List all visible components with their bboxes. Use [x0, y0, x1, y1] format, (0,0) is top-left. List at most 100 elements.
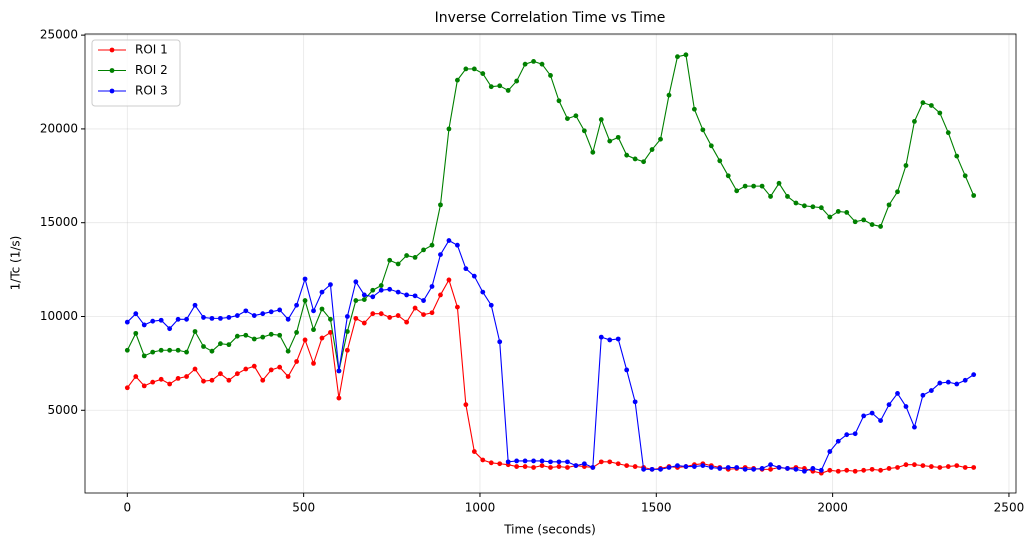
data-point: [962, 377, 968, 383]
y-axis-label: 1/Tc (1/s): [9, 236, 23, 291]
data-point: [378, 287, 384, 293]
data-point: [370, 287, 376, 293]
x-tick-label: 500: [292, 501, 315, 515]
data-point: [835, 468, 841, 474]
data-point: [522, 464, 528, 469]
data-point: [700, 463, 706, 469]
series-line: [126, 278, 974, 474]
data-point: [852, 431, 858, 437]
data-point: [336, 368, 342, 374]
data-point: [912, 424, 917, 430]
data-point: [209, 348, 215, 354]
data-point: [539, 458, 545, 464]
data-point: [776, 180, 782, 186]
data-point: [260, 334, 266, 340]
data-point: [869, 222, 875, 227]
data-point: [268, 367, 274, 373]
data-point: [133, 374, 139, 379]
legend-marker: [109, 88, 115, 94]
data-point: [971, 372, 977, 378]
data-point: [793, 466, 799, 472]
data-point: [751, 183, 757, 189]
data-point: [742, 466, 748, 472]
data-point: [895, 390, 900, 396]
data-point: [945, 379, 951, 385]
data-point: [463, 402, 469, 408]
data-point: [497, 339, 503, 345]
data-point: [141, 383, 147, 389]
data-point: [895, 465, 900, 470]
data-point: [260, 377, 266, 383]
data-point: [928, 103, 934, 108]
data-point: [175, 347, 181, 353]
data-point: [785, 466, 790, 471]
data-point: [150, 318, 156, 324]
data-point: [446, 277, 452, 283]
data-point: [429, 310, 435, 316]
data-point: [632, 464, 638, 469]
data-point: [962, 465, 968, 470]
data-point: [421, 298, 426, 303]
data-point: [827, 214, 833, 220]
y-tick-label: 25000: [40, 28, 78, 42]
data-point: [294, 330, 299, 335]
data-point: [251, 313, 257, 318]
data-point: [488, 302, 494, 308]
data-point: [268, 309, 274, 315]
data-point: [429, 242, 435, 248]
data-point: [531, 465, 536, 470]
data-point: [167, 326, 173, 332]
data-point: [344, 329, 350, 334]
data-point: [641, 466, 646, 472]
data-point: [488, 84, 494, 90]
data-point: [962, 173, 968, 179]
data-point: [691, 464, 697, 469]
legend-marker: [109, 68, 115, 73]
data-point: [294, 359, 299, 364]
data-point: [378, 311, 384, 317]
data-point: [158, 317, 164, 323]
data-point: [133, 330, 139, 336]
x-tick-label: 2500: [994, 501, 1025, 515]
data-point: [421, 312, 426, 318]
x-tick-label: 1000: [465, 501, 496, 515]
data-point: [624, 152, 630, 158]
data-point: [768, 194, 773, 199]
data-point: [395, 289, 401, 295]
data-point: [691, 106, 697, 112]
data-point: [344, 347, 350, 353]
data-point: [666, 92, 672, 98]
data-point: [319, 335, 325, 341]
data-point: [480, 289, 486, 295]
data-point: [649, 466, 655, 472]
data-point: [378, 283, 384, 288]
data-point: [471, 66, 477, 72]
data-point: [835, 209, 841, 214]
data-point: [886, 402, 892, 408]
legend-label: ROI 2: [135, 63, 168, 77]
data-point: [243, 332, 249, 338]
data-point: [895, 189, 900, 195]
data-point: [234, 313, 240, 318]
data-point: [192, 302, 198, 308]
legend-label: ROI 3: [135, 84, 168, 98]
data-point: [243, 308, 249, 314]
data-point: [912, 462, 917, 468]
data-point: [480, 457, 486, 463]
data-point: [480, 71, 486, 76]
data-point: [548, 465, 553, 470]
data-point: [548, 73, 553, 78]
data-point: [395, 261, 401, 267]
data-point: [531, 458, 536, 464]
data-point: [285, 316, 291, 322]
data-point: [827, 449, 833, 454]
data-point: [471, 449, 477, 454]
data-point: [184, 349, 189, 355]
data-point: [954, 463, 960, 469]
data-point: [387, 257, 393, 263]
data-point: [971, 465, 977, 470]
data-point: [209, 377, 215, 383]
data-point: [277, 332, 283, 338]
data-point: [768, 462, 773, 468]
data-point: [302, 298, 308, 303]
